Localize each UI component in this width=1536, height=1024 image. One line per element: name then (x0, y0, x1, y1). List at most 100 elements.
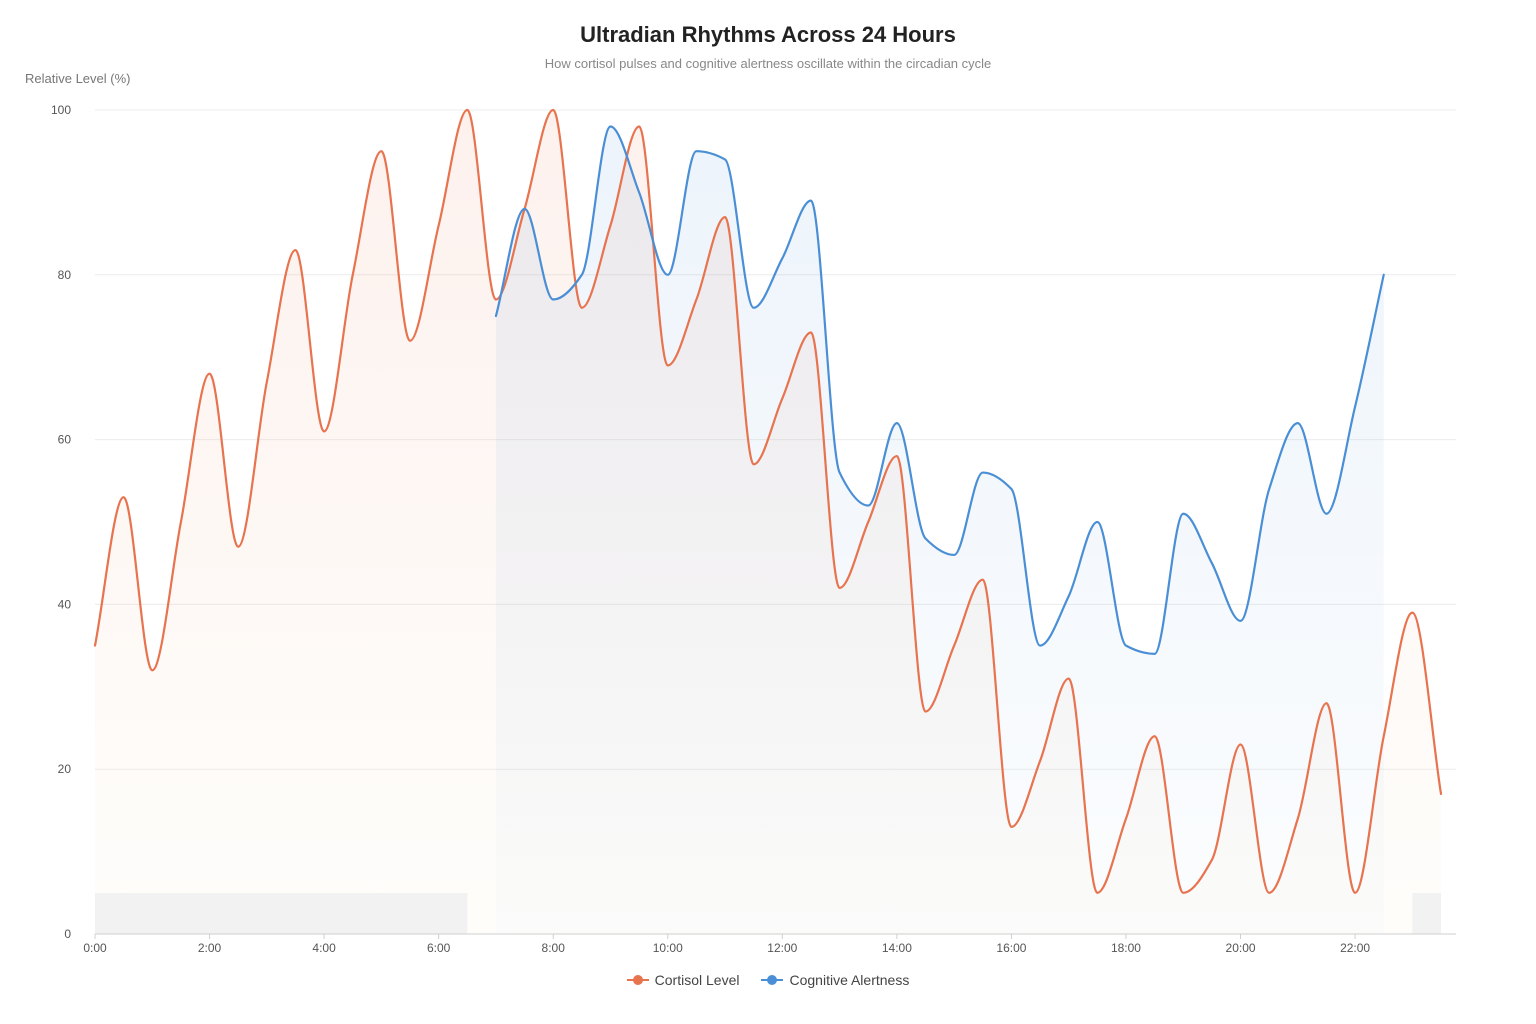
y-tick-label-80: 80 (58, 268, 72, 282)
data-point-cortisol-33 (1034, 755, 1046, 767)
x-tick-label-4: 8:00 (542, 941, 566, 955)
data-point-cortisol-1 (118, 491, 130, 503)
data-point-alertness-14 (891, 417, 903, 429)
data-point-alertness-26 (1235, 615, 1247, 627)
data-point-cortisol-39 (1206, 854, 1218, 866)
data-point-alertness-1 (519, 203, 531, 215)
data-point-cortisol-28 (891, 450, 903, 462)
data-point-cortisol-45 (1378, 730, 1390, 742)
data-point-alertness-6 (662, 269, 674, 281)
data-point-cortisol-18 (604, 219, 616, 231)
data-point-cortisol-3 (175, 516, 187, 528)
data-point-cortisol-30 (948, 640, 960, 652)
data-point-alertness-30 (1349, 401, 1361, 413)
data-point-cortisol-21 (690, 294, 702, 306)
data-point-alertness-19 (1034, 640, 1046, 652)
data-point-alertness-22 (1120, 640, 1132, 652)
data-point-alertness-4 (604, 120, 616, 132)
data-point-cortisol-11 (404, 335, 416, 347)
data-point-alertness-11 (805, 195, 817, 207)
data-point-cortisol-10 (375, 145, 387, 157)
data-point-alertness-16 (948, 549, 960, 561)
x-tick-label-2: 4:00 (312, 941, 336, 955)
y-tick-label-0: 0 (64, 927, 71, 941)
data-point-cortisol-17 (576, 302, 588, 314)
data-point-alertness-27 (1263, 483, 1275, 495)
data-point-cortisol-22 (719, 211, 731, 223)
data-point-cortisol-20 (662, 359, 674, 371)
data-point-cortisol-44 (1349, 887, 1361, 899)
data-point-cortisol-9 (347, 269, 359, 281)
data-point-cortisol-2 (146, 664, 158, 676)
data-point-cortisol-31 (977, 574, 989, 586)
data-point-cortisol-24 (776, 392, 788, 404)
y-tick-label-20: 20 (58, 762, 72, 776)
data-point-alertness-25 (1206, 557, 1218, 569)
x-tick-label-1: 2:00 (198, 941, 222, 955)
data-point-cortisol-27 (862, 516, 874, 528)
chart-subtitle: How cortisol pulses and cognitive alertn… (544, 56, 992, 71)
data-point-alertness-10 (776, 252, 788, 264)
data-point-alertness-28 (1292, 417, 1304, 429)
data-point-cortisol-34 (1063, 673, 1075, 685)
data-point-cortisol-40 (1235, 738, 1247, 750)
data-point-cortisol-35 (1091, 887, 1103, 899)
legend-label-alertness: Cognitive Alertness (789, 972, 910, 988)
x-tick-label-11: 22:00 (1340, 941, 1370, 955)
area-alertness (495, 126, 1384, 935)
x-tick-label-9: 18:00 (1111, 941, 1141, 955)
data-point-cortisol-41 (1263, 887, 1275, 899)
plot-area: 0 20 40 60 80 100 0:00 2:00 4:00 6:00 8:00 10:00 12:… (51, 103, 1456, 955)
data-point-cortisol-12 (433, 219, 445, 231)
data-point-cortisol-37 (1149, 730, 1161, 742)
legend-item-cortisol[interactable]: Cortisol Level (626, 972, 740, 988)
data-point-cortisol-13 (461, 104, 473, 116)
x-tick-label-5: 10:00 (653, 941, 683, 955)
data-point-alertness-7 (690, 145, 702, 157)
chart-title: Ultradian Rhythms Across 24 Hours (580, 22, 956, 47)
x-tick-label-6: 12:00 (767, 941, 797, 955)
data-point-alertness-21 (1091, 516, 1103, 528)
legend-swatch-alertness (761, 974, 784, 986)
data-point-alertness-2 (547, 294, 559, 306)
data-point-alertness-5 (633, 186, 645, 198)
data-point-cortisol-43 (1320, 697, 1332, 709)
data-point-cortisol-26 (834, 582, 846, 594)
data-point-cortisol-8 (318, 425, 330, 437)
legend-label-cortisol: Cortisol Level (654, 972, 740, 988)
data-point-alertness-0 (490, 310, 502, 322)
data-point-cortisol-38 (1177, 887, 1189, 899)
data-point-alertness-13 (862, 500, 874, 512)
data-point-cortisol-42 (1292, 813, 1304, 825)
data-point-cortisol-32 (1005, 821, 1017, 833)
legend: Cortisol Level Cognitive Alertness (0, 972, 1536, 988)
y-tick-label-100: 100 (51, 103, 71, 117)
data-point-cortisol-19 (633, 120, 645, 132)
x-tick-label-8: 16:00 (996, 941, 1026, 955)
series-line-alertness (494, 125, 1385, 655)
data-point-alertness-3 (576, 269, 588, 281)
x-tick-label-7: 14:00 (882, 941, 912, 955)
data-point-cortisol-25 (805, 326, 817, 338)
data-point-alertness-24 (1177, 508, 1189, 520)
data-point-alertness-17 (977, 467, 989, 479)
data-point-cortisol-6 (261, 376, 273, 388)
data-point-cortisol-46 (1406, 607, 1418, 619)
legend-swatch-cortisol (626, 974, 649, 986)
data-point-cortisol-16 (547, 104, 559, 116)
series-line-cortisol (93, 108, 1443, 894)
data-point-alertness-23 (1149, 648, 1161, 660)
legend-item-alertness[interactable]: Cognitive Alertness (761, 972, 909, 988)
data-point-alertness-20 (1063, 590, 1075, 602)
data-point-alertness-31 (1378, 269, 1390, 281)
y-tick-label-40: 40 (58, 597, 72, 611)
data-point-alertness-15 (920, 532, 932, 544)
x-tick-label-0: 0:00 (83, 941, 107, 955)
data-point-alertness-8 (719, 153, 731, 165)
data-point-cortisol-4 (204, 368, 216, 380)
data-point-cortisol-7 (289, 244, 301, 256)
data-point-alertness-29 (1320, 508, 1332, 520)
data-point-cortisol-0 (89, 640, 101, 652)
data-point-alertness-12 (834, 467, 846, 479)
